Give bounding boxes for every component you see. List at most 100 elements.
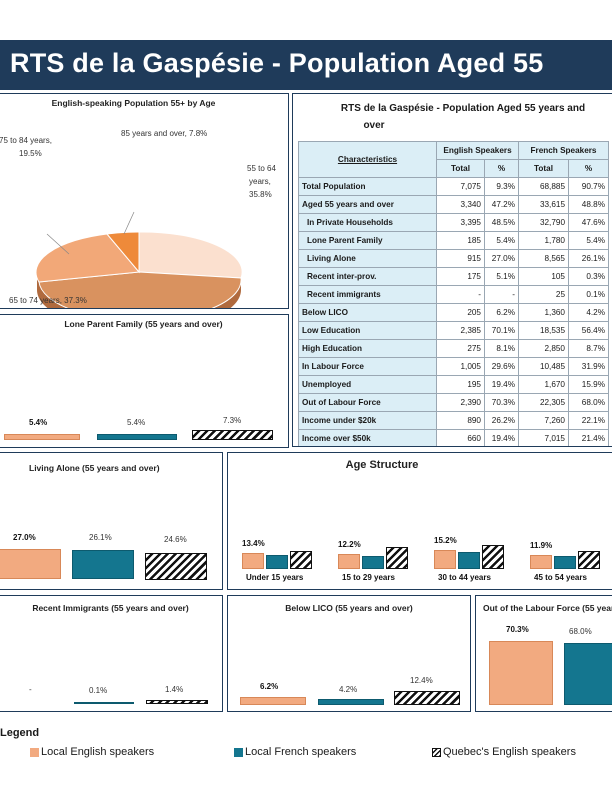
- age-group-bar-eng: [434, 550, 456, 569]
- cell-fr-pct: 56.4%: [568, 321, 609, 340]
- pie-chart-panel: English-speaking Population 55+ by Age 7…: [0, 93, 289, 309]
- cell-fr-pct: 15.9%: [568, 375, 609, 394]
- below-lico-value-eng: 6.2%: [260, 682, 279, 691]
- cell-fr-total: 7,015: [518, 429, 569, 446]
- legend-title: Legend: [0, 727, 40, 739]
- cell-fr-pct: 68.0%: [568, 393, 609, 412]
- age-structure-title: Age Structure: [345, 459, 419, 471]
- row-label: Total Population: [298, 177, 437, 196]
- pie-label-55-64: 55 to 64: [247, 164, 276, 173]
- row-label: Recent inter-prov.: [298, 267, 437, 286]
- age-group-bar-qc: [578, 551, 600, 569]
- legend-fr: Local French speakers: [234, 746, 356, 758]
- below-lico-panel: Below LICO (55 years and over) 6.2% 4.2%…: [227, 595, 471, 712]
- row-label: In Labour Force: [298, 357, 437, 376]
- cell-eng-pct: 47.2%: [484, 195, 519, 214]
- out-labour-bar-eng: [489, 641, 553, 705]
- cell-eng-total: 2,385: [436, 321, 485, 340]
- age-group-bar-qc: [386, 547, 408, 569]
- cell-eng-pct: 19.4%: [484, 429, 519, 446]
- pie-leader-85: [123, 211, 135, 235]
- cell-eng-total: 3,395: [436, 213, 485, 232]
- cell-fr-total: 7,260: [518, 411, 569, 430]
- legend-eng-swatch: [30, 747, 39, 757]
- cell-eng-total: 660: [436, 429, 485, 446]
- cell-fr-pct: 22.1%: [568, 411, 609, 430]
- row-label: Income under $20k: [298, 411, 437, 430]
- cell-eng-pct: 5.1%: [484, 267, 519, 286]
- table-row: Recent inter-prov. 175 5.1% 105 0.3%: [298, 267, 609, 286]
- cell-fr-total: 22,305: [518, 393, 569, 412]
- table-header-fr-total: Total: [518, 159, 569, 178]
- living-alone-value-qc: 24.6%: [164, 535, 187, 544]
- age-structure-panel: Age Structure 13.4% Under 15 years 12.2% 15…: [227, 452, 612, 590]
- cell-eng-total: 175: [436, 267, 485, 286]
- table-row: In Labour Force 1,005 29.6% 10,485 31.9%: [298, 357, 609, 376]
- age-group-label: 30 to 44 years: [438, 573, 491, 582]
- age-group-label: Under 15 years: [246, 573, 304, 582]
- cell-eng-pct: 29.6%: [484, 357, 519, 376]
- recent-immigrants-title: Recent Immigrants (55 years and over): [32, 603, 189, 613]
- cell-fr-total: 1,670: [518, 375, 569, 394]
- table-header-eng-total: Total: [436, 159, 485, 178]
- cell-eng-pct: 6.2%: [484, 303, 519, 322]
- table-row: High Education 275 8.1% 2,850 8.7%: [298, 339, 609, 358]
- cell-eng-pct: 8.1%: [484, 339, 519, 358]
- legend-qc-swatch: [432, 747, 441, 757]
- cell-eng-total: 205: [436, 303, 485, 322]
- table-header-characteristics: Characteristics: [298, 141, 437, 178]
- age-group-value-eng: 11.9%: [530, 541, 553, 550]
- age-group-bar-qc: [290, 551, 312, 569]
- cell-eng-total: 915: [436, 249, 485, 268]
- cell-eng-total: -: [436, 285, 485, 304]
- cell-fr-total: 2,850: [518, 339, 569, 358]
- cell-fr-total: 18,535: [518, 321, 569, 340]
- cell-eng-pct: 27.0%: [484, 249, 519, 268]
- cell-fr-total: 25: [518, 285, 569, 304]
- stats-table: Characteristics English Speakers French …: [298, 141, 609, 446]
- table-row: Unemployed 195 19.4% 1,670 15.9%: [298, 375, 609, 394]
- cell-fr-pct: 0.3%: [568, 267, 609, 286]
- table-row: Income over $50k 660 19.4% 7,015 21.4%: [298, 429, 609, 446]
- cell-eng-total: 195: [436, 375, 485, 394]
- living-alone-panel: Living Alone (55 years and over) 27.0% 2…: [0, 452, 223, 590]
- living-alone-bar-qc: [145, 553, 207, 580]
- pie-slice-55-64: [138, 231, 243, 279]
- living-alone-title: Living Alone (55 years and over): [29, 463, 160, 473]
- age-group-bar-fr: [266, 555, 288, 569]
- row-label: Aged 55 years and over: [298, 195, 437, 214]
- recent-immigrants-value-qc: 1.4%: [165, 685, 184, 694]
- legend-qc: Quebec's English speakers: [432, 746, 576, 758]
- below-lico-bar-eng: [240, 697, 306, 705]
- cell-eng-total: 185: [436, 231, 485, 250]
- table-row: Low Education 2,385 70.1% 18,535 56.4%: [298, 321, 609, 340]
- cell-eng-pct: 48.5%: [484, 213, 519, 232]
- pie-chart-title: English-speaking Population 55+ by Age: [51, 98, 216, 108]
- row-label: Below LICO: [298, 303, 437, 322]
- cell-fr-pct: 8.7%: [568, 339, 609, 358]
- pie-label-55-64-b: years,: [249, 177, 271, 186]
- age-group-bar-fr: [362, 556, 384, 569]
- age-group-value-eng: 15.2%: [434, 536, 457, 545]
- table-row: Living Alone 915 27.0% 8,565 26.1%: [298, 249, 609, 268]
- pie-label-75-84: 75 to 84 years,: [0, 136, 52, 145]
- lone-parent-title: Lone Parent Family (55 years and over): [64, 319, 223, 329]
- out-labour-bar-fr: [564, 643, 612, 705]
- lone-parent-value-qc: 7.3%: [223, 416, 242, 425]
- cell-eng-pct: 70.3%: [484, 393, 519, 412]
- recent-immigrants-panel: Recent Immigrants (55 years and over) - …: [0, 595, 223, 712]
- legend-qc-label: Quebec's English speakers: [443, 746, 576, 758]
- table-row: Income under $20k 890 26.2% 7,260 22.1%: [298, 411, 609, 430]
- recent-immigrants-bar-fr: [74, 702, 134, 704]
- age-group-bar-qc: [482, 545, 504, 569]
- table-header-fr-pct: %: [568, 159, 609, 178]
- lone-parent-bar-fr: [97, 434, 177, 440]
- row-label: Lone Parent Family: [298, 231, 437, 250]
- legend-fr-swatch: [234, 747, 243, 757]
- recent-immigrants-value-eng: -: [29, 685, 32, 694]
- age-group-bar-fr: [554, 556, 576, 569]
- age-group-bar-eng: [338, 554, 360, 569]
- table-body: Total Population 7,075 9.3% 68,885 90.7% Aged…: [298, 177, 609, 446]
- below-lico-bar-fr: [318, 699, 384, 705]
